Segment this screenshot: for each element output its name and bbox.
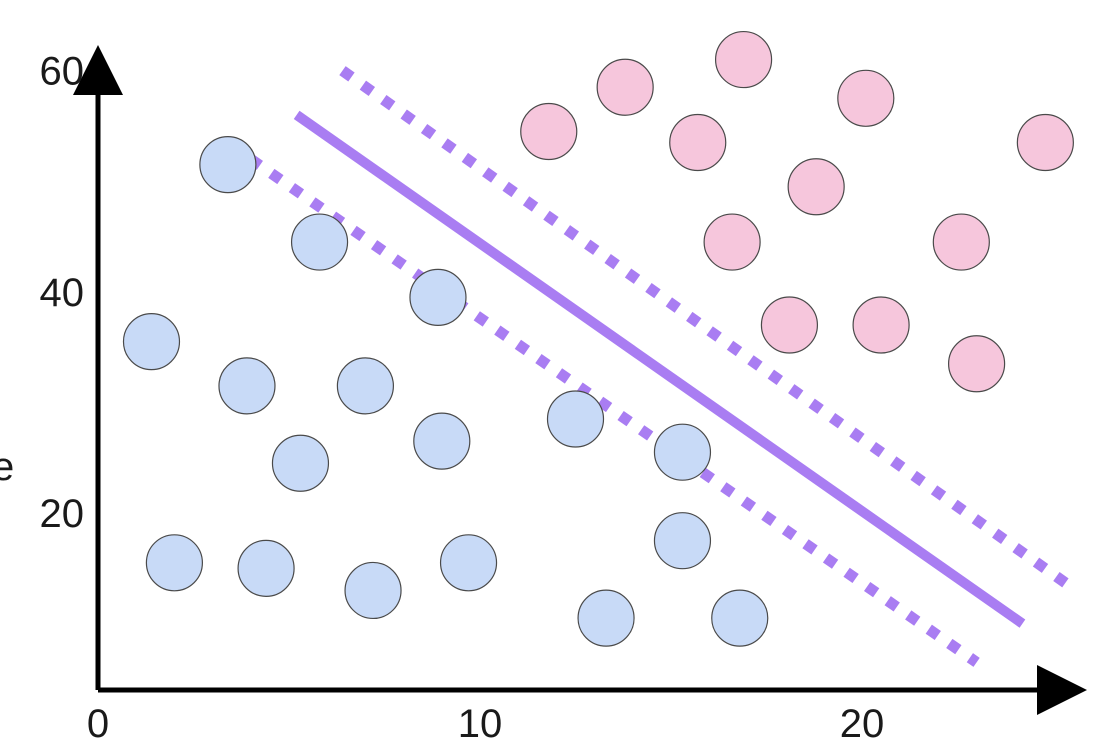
data-point-series0-5 (336, 357, 394, 415)
data-point-series0-3 (122, 313, 181, 371)
x-tick-label: 20 (840, 702, 885, 746)
data-point-series0-9 (653, 423, 712, 481)
data-point-series0-14 (653, 512, 712, 570)
data-point-series0-12 (344, 561, 402, 620)
data-point-series1-8 (932, 213, 990, 271)
axes (73, 45, 1087, 715)
data-point-series0-15 (577, 589, 635, 647)
data-point-series0-16 (711, 589, 769, 647)
data-point-series1-0 (520, 102, 578, 161)
separator-lines (247, 66, 1072, 667)
data-point-series1-7 (703, 213, 761, 271)
data-point-series0-13 (439, 534, 498, 592)
y-axis-label: e (0, 445, 14, 489)
data-point-series0-1 (290, 213, 349, 271)
data-point-series1-3 (669, 113, 727, 172)
data-point-series1-4 (837, 69, 895, 127)
data-point-series1-1 (596, 58, 654, 116)
decision-boundary-line (293, 110, 1026, 628)
data-point-series1-11 (947, 335, 1006, 393)
tick-labels: 0 10 20 20 40 60 e (0, 50, 884, 746)
margin-line-2 (247, 154, 980, 667)
data-point-series0-2 (409, 268, 467, 326)
data-point-series1-9 (760, 296, 819, 354)
data-point-series0-4 (218, 357, 276, 415)
data-point-series0-6 (413, 412, 471, 470)
data-point-series1-6 (787, 158, 845, 216)
data-point-series1-2 (714, 30, 773, 89)
data-point-series0-10 (145, 534, 203, 592)
data-point-series0-0 (199, 136, 257, 194)
data-points (122, 30, 1074, 647)
y-tick-label: 60 (40, 50, 85, 94)
data-point-series0-11 (237, 539, 295, 597)
x-tick-label: 0 (87, 702, 109, 746)
data-point-series1-10 (852, 296, 910, 354)
data-point-series1-5 (1016, 113, 1074, 172)
y-tick-label: 20 (40, 492, 85, 536)
y-tick-label: 40 (40, 271, 85, 315)
data-point-series0-8 (271, 434, 330, 492)
data-point-series0-7 (546, 390, 605, 448)
x-tick-label: 10 (458, 702, 503, 746)
